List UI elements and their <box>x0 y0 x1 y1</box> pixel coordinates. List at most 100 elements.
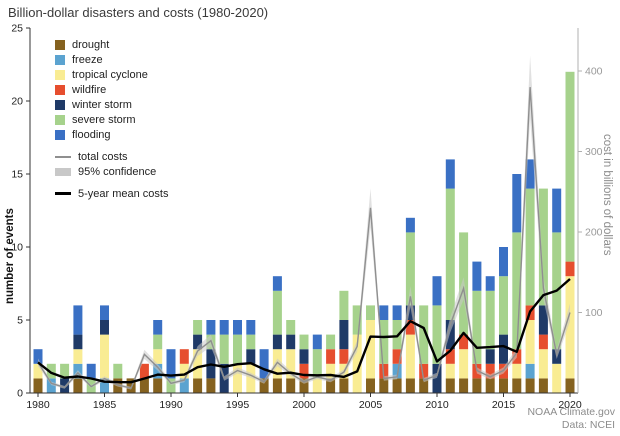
left-tick-label: 20 <box>11 96 23 108</box>
x-tick-label: 2005 <box>359 399 383 411</box>
right-tick-label: 300 <box>585 146 603 158</box>
bar-wildfire-2011 <box>445 349 455 364</box>
legend-label-five-year-mean: 5-year mean costs <box>78 187 169 200</box>
legend-item-freeze: freeze <box>55 52 168 67</box>
bar-severe-storm-2014 <box>485 290 495 350</box>
x-tick-label: 2010 <box>425 399 449 411</box>
bar-tropical-cyclone-2020 <box>565 276 575 379</box>
bar-severe-storm-2009 <box>419 305 429 364</box>
bar-flooding-2011 <box>445 159 455 189</box>
bar-wildfire-2003 <box>339 349 349 364</box>
bar-tropical-cyclone-2012 <box>459 349 469 379</box>
legend-label-drought: drought <box>72 38 110 51</box>
bar-severe-storm-2006 <box>379 320 389 364</box>
bar-wildfire-2020 <box>565 261 575 277</box>
bar-flooding-1985 <box>100 305 109 320</box>
bar-severe-storm-2004 <box>352 305 362 335</box>
bar-winter-storm-1996 <box>246 349 256 364</box>
bar-tropical-cyclone-1991 <box>179 363 189 379</box>
legend-swatch-freeze <box>55 54 65 65</box>
bar-drought-1983 <box>73 378 83 393</box>
attribution: NOAA Climate.gov Data: NCEI <box>527 406 615 433</box>
bar-tropical-cyclone-2002 <box>326 363 336 379</box>
bar-severe-storm-1994 <box>219 334 229 364</box>
bar-freeze-1981 <box>46 378 56 393</box>
bar-tropical-cyclone-2016 <box>512 363 522 379</box>
bar-drought-2015 <box>499 378 508 393</box>
bar-severe-storm-2003 <box>339 290 349 320</box>
bar-tropical-cyclone-2011 <box>445 363 455 379</box>
bar-winter-storm-1983 <box>73 334 83 350</box>
legend-item-total-costs: total costs <box>55 149 168 164</box>
bar-severe-storm-2020 <box>565 71 575 262</box>
left-tick-label: 0 <box>17 388 23 400</box>
bar-severe-storm-2013 <box>472 290 482 364</box>
bar-flooding-1990 <box>166 349 176 379</box>
bar-severe-storm-1981 <box>46 363 56 379</box>
bar-tropical-cyclone-2001 <box>312 378 322 393</box>
legend-label-winter-storm: winter storm <box>72 98 132 111</box>
x-tick-label: 2015 <box>492 399 516 411</box>
bar-tropical-cyclone-2004 <box>352 334 362 393</box>
bar-severe-storm-1982 <box>60 363 70 379</box>
bar-drought-2011 <box>445 378 455 393</box>
bar-flooding-2006 <box>379 305 389 320</box>
bar-wildfire-2009 <box>419 363 429 379</box>
bar-freeze-2017 <box>525 363 535 379</box>
bar-winter-storm-2003 <box>339 320 349 350</box>
bar-flooding-1993 <box>206 320 216 335</box>
bar-flooding-2013 <box>472 261 482 291</box>
bar-drought-2002 <box>326 378 336 393</box>
right-tick-label: 200 <box>585 227 603 239</box>
bar-freeze-2007 <box>392 363 402 379</box>
bar-wildfire-2007 <box>392 349 402 364</box>
left-tick-label: 10 <box>11 242 23 254</box>
bar-tropical-cyclone-1992 <box>193 349 203 379</box>
bar-flooding-1989 <box>153 320 163 335</box>
bar-drought-2016 <box>512 378 522 393</box>
bar-tropical-cyclone-1983 <box>73 349 83 364</box>
legend-spacer <box>55 179 168 186</box>
bar-drought-2012 <box>459 378 469 393</box>
legend: drought freeze tropical cyclone wildfire win… <box>55 37 168 201</box>
bar-flooding-2017 <box>525 159 535 189</box>
legend-swatch-tropical-cyclone <box>55 69 65 80</box>
bar-winter-storm-2014 <box>485 349 495 364</box>
legend-label-wildfire: wildfire <box>72 83 107 96</box>
bar-freeze-1985 <box>100 378 109 393</box>
bar-tropical-cyclone-2005 <box>366 320 375 379</box>
bar-flooding-1996 <box>246 320 256 335</box>
bar-drought-2018 <box>538 378 548 393</box>
bar-severe-storm-1995 <box>233 334 242 364</box>
bar-winter-storm-2015 <box>499 334 508 364</box>
bar-drought-2005 <box>366 378 375 393</box>
bar-severe-storm-1996 <box>246 334 256 350</box>
bar-flooding-1994 <box>219 320 229 335</box>
legend-item-wildfire: wildfire <box>55 82 168 97</box>
bar-severe-storm-1992 <box>193 320 203 335</box>
bar-flooding-1983 <box>73 305 83 335</box>
bar-wildfire-2008 <box>405 320 415 335</box>
bar-drought-2017 <box>525 378 535 393</box>
legend-label-confidence: 95% confidence <box>78 165 157 178</box>
bar-drought-2003 <box>339 378 349 393</box>
bar-flooding-2010 <box>432 276 442 306</box>
legend-label-severe-storm: severe storm <box>72 113 136 126</box>
legend-label-flooding: flooding <box>72 128 111 141</box>
x-tick-label: 2000 <box>292 399 316 411</box>
bar-wildfire-2002 <box>326 349 336 364</box>
bar-tropical-cyclone-2019 <box>552 363 562 393</box>
bar-winter-storm-2010 <box>432 363 442 393</box>
legend-label-tropical-cyclone: tropical cyclone <box>72 68 148 81</box>
left-tick-label: 25 <box>11 23 23 35</box>
bar-flooding-2001 <box>312 334 322 350</box>
right-tick-label: 400 <box>585 66 603 78</box>
bar-flooding-1998 <box>272 276 282 291</box>
bar-wildfire-1991 <box>179 349 189 364</box>
bar-drought-2013 <box>472 378 482 393</box>
bar-drought-1987 <box>126 378 136 393</box>
bar-drought-2020 <box>565 378 575 393</box>
x-tick-label: 1990 <box>159 399 183 411</box>
